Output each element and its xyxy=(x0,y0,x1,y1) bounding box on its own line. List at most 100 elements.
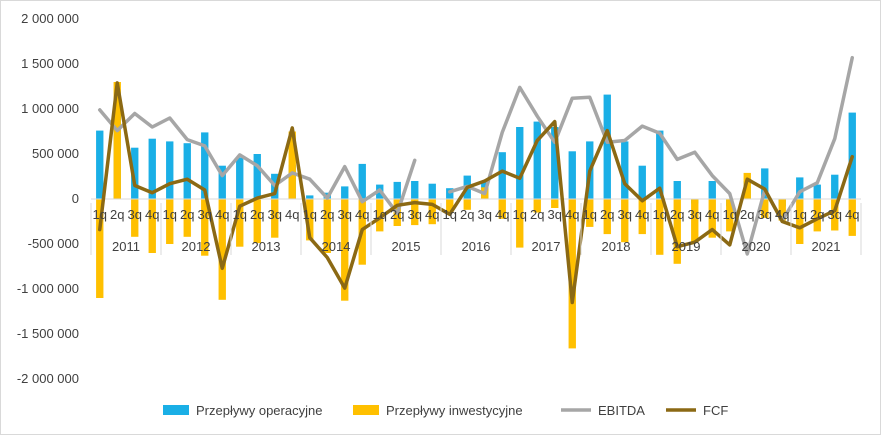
quarter-label: 2q xyxy=(320,207,334,222)
quarter-label: 3q xyxy=(408,207,422,222)
bar-operating-cashflow xyxy=(621,141,629,199)
bar-investing-cashflow xyxy=(848,199,856,236)
bar-investing-cashflow xyxy=(148,199,156,253)
y-axis-labels: 2 000 000 1 500 000 1 000 000 500 000 0 -500 … xyxy=(17,11,79,386)
bar-operating-cashflow xyxy=(393,181,401,199)
y-tick-label: 1 500 000 xyxy=(21,56,79,71)
quarter-label: 3q xyxy=(828,207,842,222)
bar-investing-cashflow xyxy=(463,199,471,210)
quarter-label: 1q xyxy=(723,207,737,222)
quarter-label: 3q xyxy=(128,207,142,222)
line-ebitda xyxy=(448,55,854,256)
bar-operating-cashflow xyxy=(131,147,139,199)
year-label: 2017 xyxy=(532,239,561,254)
legend-label: FCF xyxy=(703,403,728,418)
quarter-label: 4q xyxy=(425,207,439,222)
bar-investing-cashflow xyxy=(411,199,419,226)
quarter-label: 2q xyxy=(670,207,684,222)
bar-investing-cashflow xyxy=(166,199,174,244)
year-label: 2016 xyxy=(462,239,491,254)
bar-investing-cashflow xyxy=(673,199,681,264)
bar-investing-cashflow xyxy=(691,199,699,244)
bar-investing-cashflow xyxy=(288,131,296,199)
year-label: 2021 xyxy=(812,239,841,254)
quarter-label: 1q xyxy=(513,207,527,222)
bar-investing-cashflow xyxy=(183,199,191,237)
bar-investing-cashflow xyxy=(638,199,646,235)
bar-investing-cashflow xyxy=(271,199,279,238)
bar-investing-cashflow xyxy=(726,199,734,232)
bar-investing-cashflow xyxy=(551,199,559,208)
quarter-label: 4q xyxy=(705,207,719,222)
quarter-label: 4q xyxy=(845,207,859,222)
bar-investing-cashflow xyxy=(586,199,594,227)
legend-label: Przepływy operacyjne xyxy=(196,403,322,418)
quarter-label: 2q xyxy=(600,207,614,222)
x-axis-labels: 1q 2q 3q 4q 1q 2q 3q 4q 1q 2q 3q 4q 1q 2q 3q 4q 1q 2q 3q 4q… xyxy=(90,203,862,255)
y-tick-label: -500 000 xyxy=(28,236,79,251)
bar-operating-cashflow xyxy=(638,165,646,199)
bar-investing-cashflow xyxy=(656,199,664,255)
bar-operating-cashflow xyxy=(253,154,261,199)
quarter-label: 1q xyxy=(793,207,807,222)
quarter-label: 4q xyxy=(775,207,789,222)
bar-operating-cashflow xyxy=(148,138,156,199)
bar-investing-cashflow xyxy=(603,199,611,235)
bar-operating-cashflow xyxy=(761,168,769,199)
bar-operating-cashflow xyxy=(656,130,664,199)
y-tick-label: 0 xyxy=(72,191,79,206)
bar-operating-cashflow xyxy=(166,141,174,199)
bar-investing-cashflow xyxy=(568,199,576,349)
bar-operating-cashflow xyxy=(306,195,314,199)
bar-investing-cashflow xyxy=(131,199,139,237)
y-tick-label: 500 000 xyxy=(32,146,79,161)
quarter-label: 2q xyxy=(460,207,474,222)
bar-investing-cashflow xyxy=(236,199,244,247)
y-tick-label: 1 000 000 xyxy=(21,101,79,116)
bar-investing-cashflow xyxy=(498,199,506,219)
bar-investing-cashflow xyxy=(253,199,261,244)
quarter-label: 1q xyxy=(373,207,387,222)
bars-layer xyxy=(96,82,856,349)
bar-investing-cashflow xyxy=(376,199,384,232)
bar-investing-cashflow xyxy=(708,199,716,238)
quarter-label: 2q xyxy=(530,207,544,222)
quarter-label: 1q xyxy=(163,207,177,222)
quarter-label: 1q xyxy=(303,207,317,222)
quarter-label: 4q xyxy=(565,207,579,222)
bar-operating-cashflow xyxy=(446,188,454,199)
quarter-label: 3q xyxy=(618,207,632,222)
legend-label: EBITDA xyxy=(598,403,645,418)
quarter-label: 2q xyxy=(110,207,124,222)
bar-operating-cashflow xyxy=(813,184,821,199)
year-label: 2011 xyxy=(112,239,140,254)
quarter-label: 3q xyxy=(198,207,212,222)
bar-investing-cashflow xyxy=(813,199,821,232)
bar-investing-cashflow xyxy=(323,199,331,253)
bar-operating-cashflow xyxy=(218,165,226,199)
y-tick-label: 2 000 000 xyxy=(21,11,79,26)
bar-operating-cashflow xyxy=(831,174,839,199)
line-ebitda xyxy=(98,108,417,216)
legend-swatch xyxy=(353,405,379,415)
bar-operating-cashflow xyxy=(183,143,191,199)
year-label: 2014 xyxy=(322,239,351,254)
bar-operating-cashflow xyxy=(201,132,209,199)
bar-investing-cashflow xyxy=(778,199,786,221)
bar-investing-cashflow xyxy=(306,199,314,241)
bar-operating-cashflow xyxy=(708,181,716,199)
quarter-label: 3q xyxy=(548,207,562,222)
year-label: 2018 xyxy=(602,239,631,254)
bar-operating-cashflow xyxy=(533,121,541,199)
quarter-label: 3q xyxy=(478,207,492,222)
quarter-label: 4q xyxy=(635,207,649,222)
quarter-label: 1q xyxy=(653,207,667,222)
y-tick-label: -2 000 000 xyxy=(17,371,79,386)
quarter-label: 4q xyxy=(355,207,369,222)
bar-operating-cashflow xyxy=(341,186,349,199)
bar-operating-cashflow xyxy=(96,130,104,199)
year-label: 2020 xyxy=(742,239,771,254)
line-fcf xyxy=(98,81,854,305)
